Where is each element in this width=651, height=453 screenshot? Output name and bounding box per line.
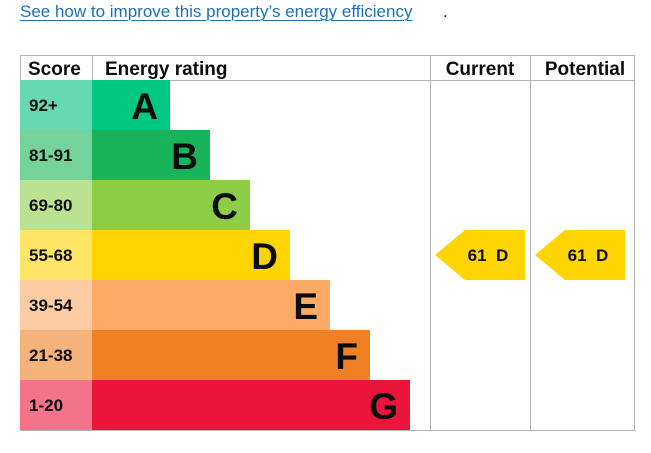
band-score-label: 39-54 (29, 296, 73, 315)
band-bar (92, 330, 370, 380)
current-rating-label: 61 D (468, 246, 509, 265)
band-score-cell (20, 280, 92, 330)
band-score-label: 1-20 (29, 396, 63, 415)
band-letter: C (211, 186, 238, 227)
band-score-cell (20, 330, 92, 380)
band-score-label: 21-38 (29, 346, 72, 365)
band-bar (92, 130, 210, 180)
potential-rating: 61 D (535, 230, 625, 280)
band-bar (92, 280, 330, 330)
potential-rating-label: 61 D (568, 246, 609, 265)
band-score-cell (20, 80, 92, 130)
band-row-c: 69-80 C (20, 180, 250, 230)
band-row-e: 39-54 E (20, 280, 330, 330)
band-letter: D (251, 236, 278, 277)
potential-rating-arrow (535, 230, 625, 280)
current-rating: 61 D (435, 230, 525, 280)
band-letter: B (171, 136, 198, 177)
band-score-cell (20, 180, 92, 230)
improve-efficiency-link[interactable]: See how to improve this property’s energ… (20, 2, 413, 21)
band-row-f: 21-38 F (20, 330, 370, 380)
band-score-cell (20, 130, 92, 180)
current-rating-arrow (435, 230, 525, 280)
band-row-g: 1-20 G (20, 380, 410, 430)
link-trailing-period: . (443, 2, 448, 21)
band-row-b: 81-91 B (20, 130, 210, 180)
band-row-d: 55-68 D (20, 230, 290, 280)
band-letter: A (131, 86, 158, 127)
header-energy-rating: Energy rating (105, 59, 227, 80)
band-letter: F (335, 336, 358, 377)
band-score-label: 69-80 (29, 196, 72, 215)
band-score-cell (20, 230, 92, 280)
band-bar (92, 380, 410, 430)
header-current: Current (446, 59, 515, 80)
band-bar (92, 230, 290, 280)
band-bar (92, 180, 250, 230)
header-score: Score (28, 59, 81, 80)
band-score-label: 55-68 (29, 246, 72, 265)
band-score-label: 92+ (29, 96, 58, 115)
band-letter: G (369, 386, 398, 427)
band-score-cell (20, 380, 92, 430)
band-score-label: 81-91 (29, 146, 72, 165)
band-bar (92, 80, 170, 130)
band-row-a: 92+ A (20, 80, 170, 130)
header-potential: Potential (545, 59, 625, 80)
band-letter: E (293, 286, 318, 327)
